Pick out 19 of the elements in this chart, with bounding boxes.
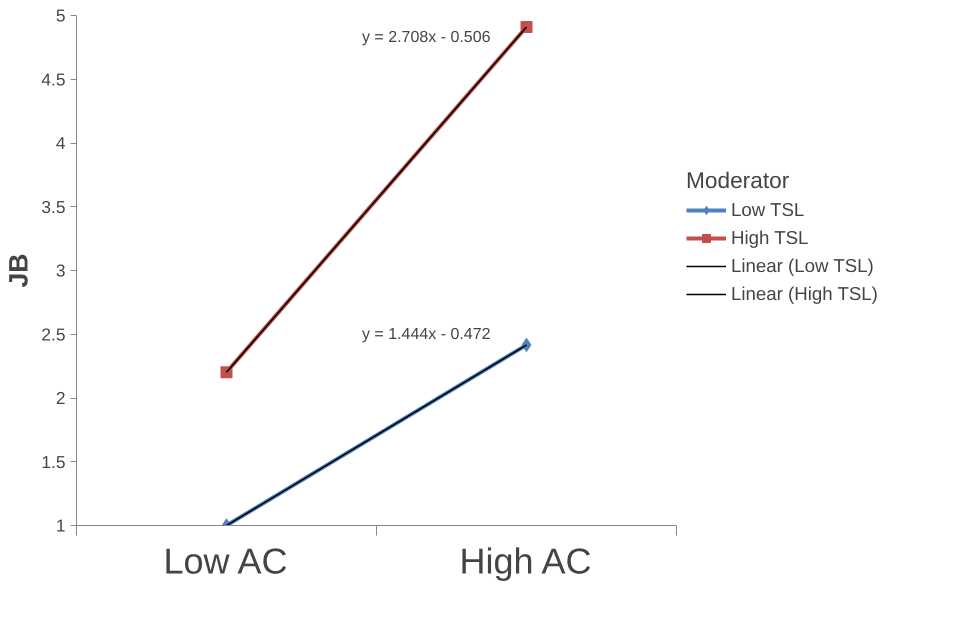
y-tick-label: 1 xyxy=(56,516,66,536)
legend-label: High TSL xyxy=(731,227,808,249)
x-tick-label: High AC xyxy=(459,540,592,582)
y-tick-label: 1.5 xyxy=(41,452,66,472)
legend-label: Linear (Low TSL) xyxy=(731,255,874,277)
x-tick-label: Low AC xyxy=(163,540,288,582)
y-axis-title: JB xyxy=(3,253,34,288)
y-tick-label: 4 xyxy=(56,133,66,153)
legend-label: Low TSL xyxy=(731,199,804,221)
annotation: y = 2.708x - 0.506 xyxy=(362,28,491,46)
y-tick-label: 2 xyxy=(56,388,66,408)
legend-title: Moderator xyxy=(686,167,790,194)
y-tick-label: 3 xyxy=(56,260,66,280)
annotation: y = 1.444x - 0.472 xyxy=(362,326,491,343)
y-tick-label: 2.5 xyxy=(41,324,66,344)
y-tick-label: 5 xyxy=(56,6,66,26)
y-tick-label: 4.5 xyxy=(41,69,66,90)
y-tick-label: 3.5 xyxy=(41,196,66,217)
legend-label: Linear (High TSL) xyxy=(731,283,878,305)
